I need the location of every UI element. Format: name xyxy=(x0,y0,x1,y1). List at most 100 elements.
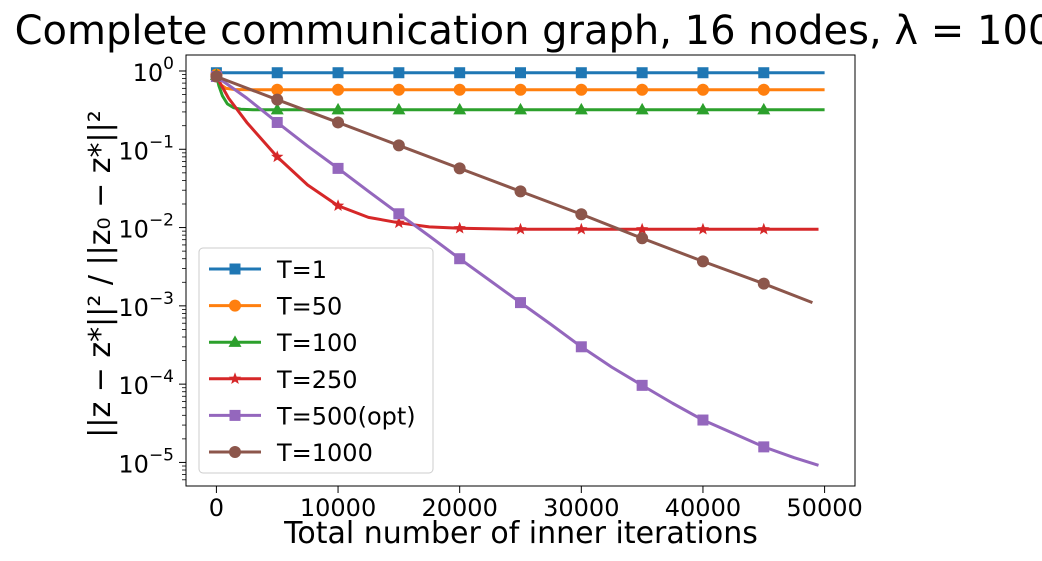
data-point xyxy=(696,222,710,235)
data-point xyxy=(696,255,709,268)
legend-entry: T=50 xyxy=(209,293,342,321)
data-point xyxy=(453,102,467,115)
x-tick-label: 40000 xyxy=(665,494,741,522)
series-line xyxy=(215,75,819,231)
data-point xyxy=(575,208,588,221)
x-tick-label: 10000 xyxy=(300,494,376,522)
legend-entry: T=250 xyxy=(209,366,358,394)
legend-marker xyxy=(229,263,241,275)
legend-label: T=1000 xyxy=(276,439,373,467)
data-point xyxy=(636,379,648,391)
data-point xyxy=(697,67,709,79)
y-axis: 10−5 10−4 10−3 10−2 10−1 100 xyxy=(118,54,186,481)
data-point xyxy=(453,221,466,234)
legend-marker xyxy=(228,335,242,347)
data-point xyxy=(453,83,466,96)
data-point xyxy=(331,199,345,211)
legend-marker xyxy=(228,372,242,385)
legend-marker xyxy=(229,446,241,458)
data-point xyxy=(331,102,345,115)
data-point xyxy=(392,83,405,96)
data-point xyxy=(210,70,223,83)
data-point xyxy=(758,67,770,79)
data-point xyxy=(271,93,284,106)
data-point xyxy=(575,222,588,235)
data-point xyxy=(454,253,466,265)
y-tick-label: 10−4 xyxy=(118,367,174,400)
data-point xyxy=(393,67,405,79)
data-point xyxy=(636,232,649,245)
data-point xyxy=(757,277,770,290)
data-point xyxy=(575,341,587,353)
data-point xyxy=(697,414,709,426)
legend-label: T=250 xyxy=(276,366,358,394)
data-point xyxy=(271,116,283,128)
y-tick-label: 10−2 xyxy=(118,211,174,244)
y-axis-label: ||z − z*||² / ||z₀ − z*||² xyxy=(83,110,118,438)
data-point xyxy=(636,67,648,79)
data-point xyxy=(392,216,406,229)
x-axis-label: Total number of inner iterations xyxy=(283,516,758,551)
series-t-500-opt- xyxy=(210,71,819,467)
series-line xyxy=(214,74,825,112)
data-point xyxy=(393,208,405,220)
series-t-1 xyxy=(210,67,825,79)
legend-label: T=50 xyxy=(276,293,342,321)
legend-entry: T=500(opt) xyxy=(209,402,416,430)
data-point xyxy=(392,139,405,152)
data-point xyxy=(332,83,345,96)
data-point xyxy=(757,102,771,115)
data-point xyxy=(514,222,527,235)
data-point xyxy=(454,67,466,79)
chart-title: Complete communication graph, 16 nodes, … xyxy=(15,8,1042,54)
legend-entry: T=1000 xyxy=(209,439,373,467)
data-point xyxy=(575,83,588,96)
x-axis: 0 10000 20000 30000 40000 50000 xyxy=(209,486,863,522)
data-point xyxy=(636,83,649,96)
legend: T=1 T=50 T=100 T=250 T=500(opt) T=1000 xyxy=(198,247,434,474)
x-tick-label: 50000 xyxy=(786,494,862,522)
data-point xyxy=(514,185,527,198)
plot-area xyxy=(209,67,825,467)
data-point xyxy=(757,222,770,235)
legend-label: T=500(opt) xyxy=(276,402,416,430)
data-point xyxy=(575,67,587,79)
data-point xyxy=(514,83,527,96)
y-tick-label: 100 xyxy=(133,54,174,87)
data-point xyxy=(757,83,770,96)
data-point xyxy=(332,116,345,129)
data-point xyxy=(332,162,344,174)
data-point xyxy=(696,83,709,96)
legend-marker xyxy=(229,409,241,421)
data-point xyxy=(271,83,284,96)
data-point xyxy=(758,441,770,453)
plot-frame xyxy=(185,54,856,487)
x-tick-label: 0 xyxy=(209,494,224,522)
data-point xyxy=(270,102,284,115)
data-point xyxy=(574,102,588,115)
data-point xyxy=(332,67,344,79)
data-point xyxy=(635,222,649,235)
series-t-250 xyxy=(210,70,819,235)
x-tick-label: 20000 xyxy=(422,494,498,522)
x-tick-label: 30000 xyxy=(543,494,619,522)
legend-label: T=1 xyxy=(276,256,327,284)
data-point xyxy=(515,67,526,79)
data-point xyxy=(392,102,406,115)
legend-entry: T=100 xyxy=(209,329,358,357)
data-point xyxy=(635,102,649,115)
legend-label: T=100 xyxy=(276,329,358,357)
series-t-1000 xyxy=(210,70,813,305)
data-point xyxy=(271,150,284,163)
data-point xyxy=(453,162,466,175)
y-tick-label: 10−5 xyxy=(118,445,174,478)
data-point xyxy=(696,102,710,115)
y-tick-label: 10−3 xyxy=(118,289,174,322)
data-point xyxy=(514,102,527,115)
data-point xyxy=(515,297,526,309)
legend-entry: T=1 xyxy=(209,256,327,284)
y-tick-label: 10−1 xyxy=(118,132,174,165)
legend-marker xyxy=(229,299,241,312)
